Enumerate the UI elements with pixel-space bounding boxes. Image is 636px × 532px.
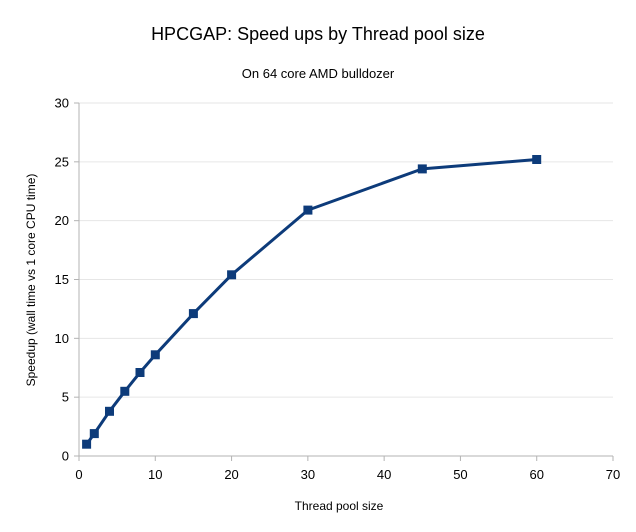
y-tick-label: 20 [55,213,69,228]
data-point [135,368,145,377]
y-tick-label: 15 [55,272,69,287]
x-tick-label: 50 [453,467,467,482]
tick-labels: 0 5 10 15 20 25 30 0 10 20 30 40 50 60 70 [55,96,621,483]
x-tick-label: 30 [301,467,315,482]
data-point [417,164,427,174]
series-line [85,158,539,446]
x-tick-label: 20 [224,467,238,482]
x-tick-label: 70 [606,467,620,482]
chart-subtitle: On 64 core AMD bulldozer [242,66,395,81]
data-point [82,439,92,449]
x-axis-label: Thread pool size [295,499,384,513]
axes [74,102,614,461]
y-tick-label: 10 [55,331,69,346]
data-point [532,155,542,164]
x-tick-label: 60 [529,467,543,482]
series [82,155,542,449]
x-tick-label: 10 [148,467,162,482]
data-point [89,429,99,439]
x-tick-label: 0 [75,467,82,482]
data-point [120,386,130,396]
y-tick-label: 5 [62,390,69,405]
gridlines [79,102,613,398]
x-tick-label: 40 [377,467,391,482]
data-point [105,406,114,416]
data-point [303,205,313,215]
data-point [227,270,237,280]
chart-title: HPCGAP: Speed ups by Thread pool size [151,24,485,44]
y-axis-label: Speedup (wall time vs 1 core CPU time) [24,174,38,387]
y-tick-label: 0 [62,449,69,464]
data-point [188,309,198,319]
y-tick-label: 30 [55,96,69,111]
y-tick-label: 25 [55,154,69,169]
data-point [150,350,160,360]
